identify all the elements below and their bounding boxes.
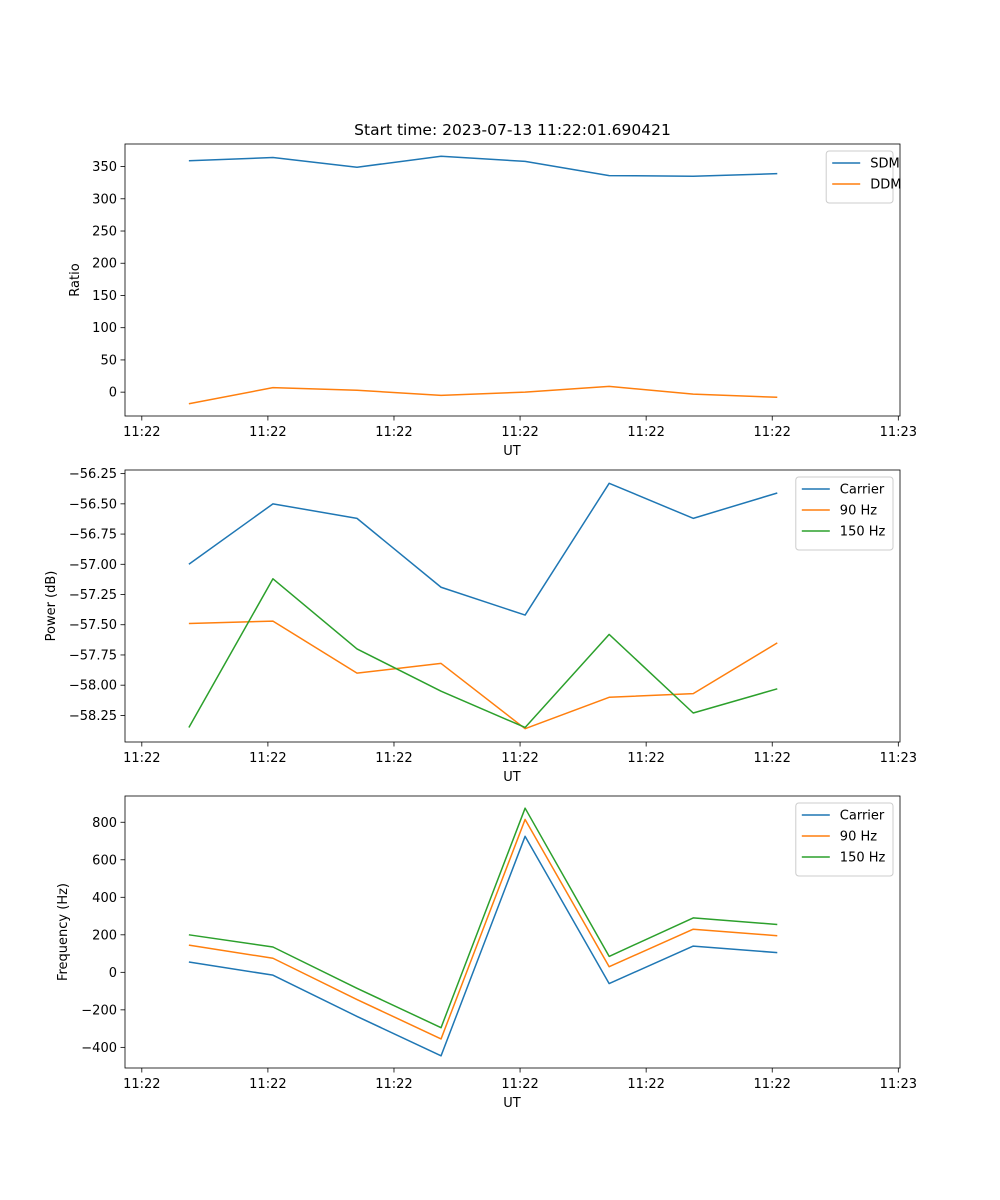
y-tick-label: 350 xyxy=(92,160,117,175)
series-line-150-hz xyxy=(188,807,778,1029)
series-line-ddm xyxy=(188,385,778,405)
x-axis-label: UT xyxy=(503,1096,521,1111)
y-tick-label: 100 xyxy=(92,321,117,336)
x-tick-label: 11:22 xyxy=(627,1077,664,1092)
subplot-1: 11:22 11:22 11:22 11:22 11:22 11:22 11:23 0 50 10… xyxy=(68,143,917,459)
y-tick-label: −58.00 xyxy=(69,679,117,694)
legend-label: Carrier xyxy=(840,809,885,824)
x-tick-label: 11:22 xyxy=(753,1077,790,1092)
y-tick-label: 200 xyxy=(92,928,117,943)
x-tick-label: 11:22 xyxy=(501,1077,538,1092)
x-tick-label: 11:22 xyxy=(123,1077,160,1092)
y-tick-label: 150 xyxy=(92,289,117,304)
y-tick-label: −57.50 xyxy=(69,618,117,633)
x-tick-label: 11:22 xyxy=(753,751,790,766)
y-tick-label: −56.25 xyxy=(69,467,117,482)
legend-label: 90 Hz xyxy=(840,504,877,519)
y-tick-label: 0 xyxy=(109,386,117,401)
series-line-90-hz xyxy=(188,620,778,730)
x-tick-label: 11:22 xyxy=(501,425,538,440)
legend: SDM DDM xyxy=(825,150,901,204)
axes-frame xyxy=(124,143,901,417)
y-tick-label: −400 xyxy=(81,1041,117,1056)
x-tick-label: 11:22 xyxy=(753,425,790,440)
x-tick-label: 11:22 xyxy=(375,751,412,766)
subplot-2: 11:22 11:22 11:22 11:22 11:22 11:22 11:23 −58.2… xyxy=(44,467,917,785)
legend-label: 150 Hz xyxy=(840,525,886,540)
x-tick-label: 11:22 xyxy=(627,425,664,440)
series-line-90-hz xyxy=(188,818,778,1040)
legend-frame xyxy=(825,150,894,204)
x-axis-label: UT xyxy=(503,444,521,459)
legend-label: 150 Hz xyxy=(840,851,886,866)
legend-label: DDM xyxy=(870,178,901,193)
y-tick-label: 200 xyxy=(92,257,117,272)
figure-title: Start time: 2023-07-13 11:22:01.690421 xyxy=(354,121,671,139)
y-tick-label: −200 xyxy=(81,1003,117,1018)
subplot-3: 11:22 11:22 11:22 11:22 11:22 11:22 11:23 −400 −… xyxy=(56,795,917,1111)
x-tick-label: 11:22 xyxy=(249,425,286,440)
axes-frame xyxy=(124,795,901,1069)
x-tick-label: 11:22 xyxy=(123,751,160,766)
x-tick-label: 11:22 xyxy=(123,425,160,440)
y-tick-label: 600 xyxy=(92,853,117,868)
x-tick-label: 11:22 xyxy=(249,1077,286,1092)
x-tick-label: 11:22 xyxy=(375,1077,412,1092)
series-line-sdm xyxy=(188,155,778,177)
y-axis-label: Power (dB) xyxy=(44,571,59,642)
y-tick-label: −57.25 xyxy=(69,588,117,603)
series-line-150-hz xyxy=(188,578,778,729)
x-tick-label: 11:22 xyxy=(375,425,412,440)
y-tick-label: −57.00 xyxy=(69,558,117,573)
y-tick-label: 400 xyxy=(92,891,117,906)
y-tick-label: 0 xyxy=(109,966,117,981)
x-tick-label: 11:23 xyxy=(880,425,917,440)
legend-label: SDM xyxy=(870,157,899,172)
legend-label: Carrier xyxy=(840,483,885,498)
axes-frame xyxy=(124,469,901,743)
x-tick-label: 11:22 xyxy=(249,751,286,766)
series-line-carrier xyxy=(188,482,778,616)
y-tick-label: 800 xyxy=(92,816,117,831)
y-tick-label: 300 xyxy=(92,192,117,207)
y-tick-label: 250 xyxy=(92,225,117,240)
x-tick-label: 11:22 xyxy=(501,751,538,766)
y-axis-label: Frequency (Hz) xyxy=(56,883,71,981)
x-tick-label: 11:23 xyxy=(880,751,917,766)
series-line-carrier xyxy=(188,835,778,1057)
legend: Carrier 90 Hz 150 Hz xyxy=(795,802,894,877)
y-tick-label: −58.25 xyxy=(69,709,117,724)
subplots: 11:22 11:22 11:22 11:22 11:22 11:22 11:23 0 50 10… xyxy=(44,143,917,1111)
legend-label: 90 Hz xyxy=(840,830,877,845)
legend: Carrier 90 Hz 150 Hz xyxy=(795,476,894,551)
y-tick-label: 50 xyxy=(100,353,117,368)
x-tick-label: 11:23 xyxy=(880,1077,917,1092)
y-tick-label: −56.50 xyxy=(69,497,117,512)
y-tick-label: −57.75 xyxy=(69,648,117,663)
y-tick-label: −56.75 xyxy=(69,528,117,543)
y-axis-label: Ratio xyxy=(68,263,83,296)
x-tick-label: 11:22 xyxy=(627,751,664,766)
x-axis-label: UT xyxy=(503,770,521,785)
